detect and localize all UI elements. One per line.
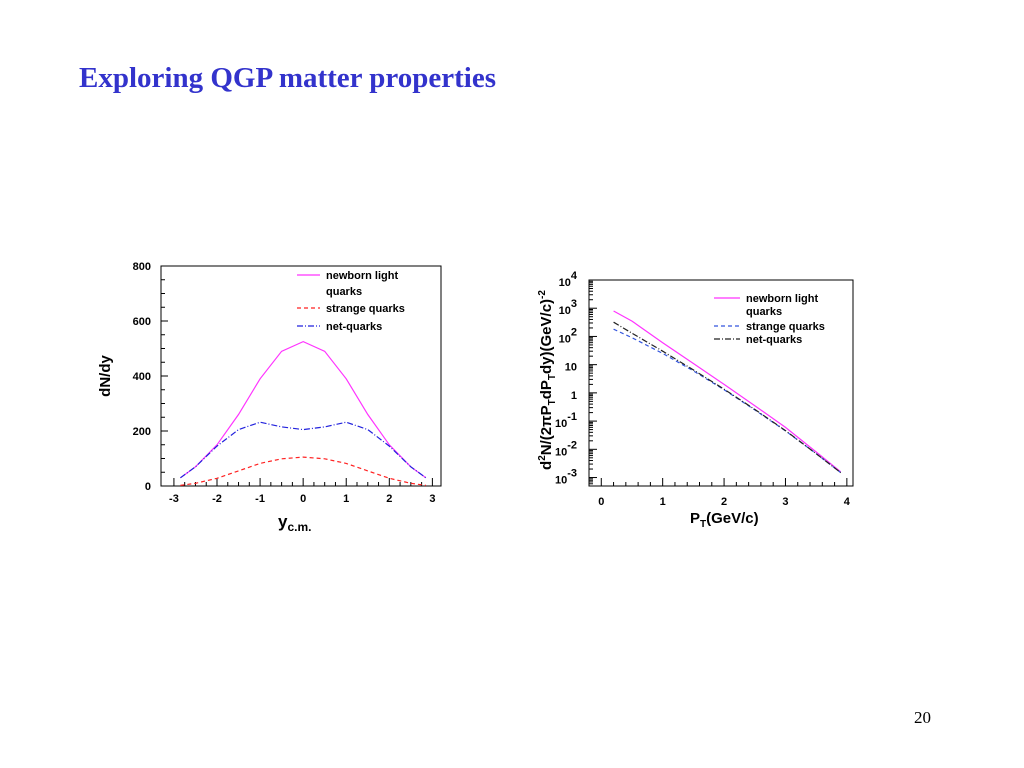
- slide-title: Exploring QGP matter properties: [79, 62, 496, 94]
- left-series-lines: [180, 340, 427, 486]
- left-y-tick-label: 400: [133, 371, 151, 383]
- right-x-tick-label: 4: [844, 496, 851, 508]
- right-x-tick-label: 1: [660, 496, 666, 508]
- right-x-axis-title: PT(GeV/c): [690, 510, 759, 530]
- right-legend-label: quarks: [746, 306, 782, 318]
- left-y-tick-label: 800: [133, 261, 151, 273]
- left-y-tick-label: 200: [133, 426, 151, 438]
- right-y-tick-label: 10-1: [555, 411, 577, 430]
- right-legend-label: strange quarks: [746, 321, 825, 333]
- left-legend: newborn light quarks strange quarks net-qua…: [297, 270, 405, 333]
- left-y-tick-label: 0: [145, 481, 151, 493]
- right-x-tick-label: 2: [721, 496, 727, 508]
- page-number: 20: [914, 708, 931, 727]
- left-series-line-2: [180, 421, 427, 479]
- right-legend-label: net-quarks: [746, 334, 802, 346]
- left-series-line-0: [180, 340, 427, 479]
- left-x-tick-label: -2: [212, 493, 222, 505]
- left-x-tick-label: 1: [343, 493, 349, 505]
- right-y-axis-title: d2N/(2πPTdPTdy)(GeV/c)-2: [537, 290, 558, 470]
- left-legend-label: net-quarks: [326, 321, 382, 333]
- right-y-tick-label: 102: [559, 326, 577, 345]
- left-axis-ticks: 0 200 400 600 800 -3 -2 -1 0 1 2 3: [133, 261, 436, 505]
- left-y-tick-label: 600: [133, 316, 151, 328]
- right-y-tick-label: 10-3: [555, 468, 577, 487]
- right-plot-border: [588, 279, 854, 487]
- left-x-tick-label: -3: [169, 493, 179, 505]
- right-series-line-1: [613, 328, 842, 474]
- right-y-tick-label: 103: [559, 298, 577, 317]
- right-y-tick-label: 10: [565, 362, 577, 374]
- right-series-line-0: [613, 310, 842, 473]
- right-legend-label: newborn light: [746, 293, 818, 305]
- right-series-line-2: [613, 321, 842, 474]
- left-x-tick-label: 3: [429, 493, 435, 505]
- left-x-axis-title: yc.m.: [278, 512, 311, 534]
- left-legend-label: quarks: [326, 286, 362, 298]
- right-y-tick-label: 104: [559, 270, 578, 289]
- left-x-tick-label: 2: [386, 493, 392, 505]
- right-x-tick-label: 0: [598, 496, 604, 508]
- left-x-tick-label: 0: [300, 493, 306, 505]
- left-x-tick-label: -1: [255, 493, 265, 505]
- left-series-line-1: [180, 456, 426, 486]
- right-y-tick-label: 1: [571, 390, 577, 402]
- right-plot-frame: [588, 279, 854, 487]
- left-legend-label: strange quarks: [326, 303, 405, 315]
- right-x-tick-label: 3: [782, 496, 788, 508]
- left-y-axis-title: dN/dy: [97, 355, 114, 397]
- left-legend-label: newborn light: [326, 270, 398, 282]
- right-series-lines: [613, 310, 842, 474]
- right-y-tick-label: 10-2: [555, 439, 577, 458]
